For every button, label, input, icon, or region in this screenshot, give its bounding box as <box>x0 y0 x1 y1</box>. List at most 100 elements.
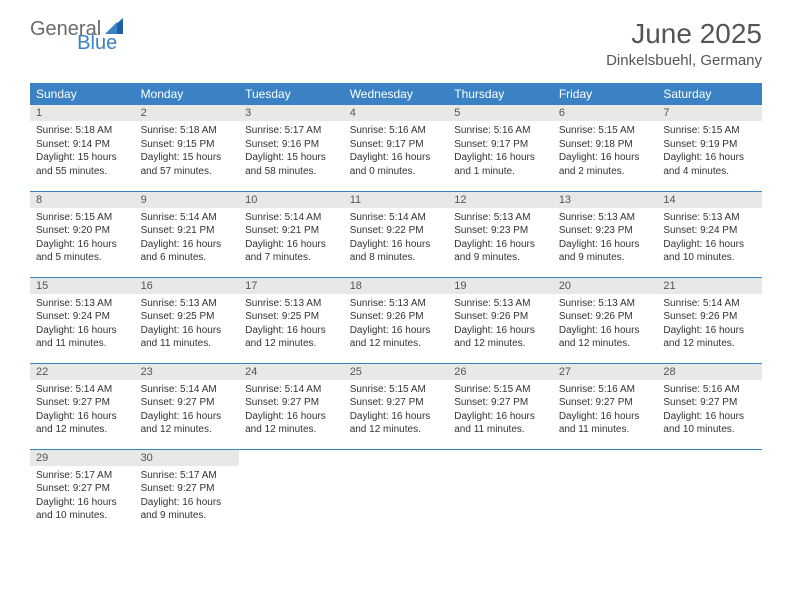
day-line-d1: Daylight: 16 hours <box>663 324 756 338</box>
day-number: 16 <box>135 278 240 294</box>
day-cell: 7Sunrise: 5:15 AMSunset: 9:19 PMDaylight… <box>657 105 762 191</box>
day-details: Sunrise: 5:15 AMSunset: 9:20 PMDaylight:… <box>30 208 135 269</box>
day-line-d1: Daylight: 16 hours <box>454 238 547 252</box>
day-line-d2: and 12 minutes. <box>36 423 129 437</box>
day-line-ss: Sunset: 9:15 PM <box>141 138 234 152</box>
day-cell: 30 Sunrise: 5:17 AMSunset: 9:27 PMDayligh… <box>135 449 240 535</box>
day-line-d1: Daylight: 15 hours <box>36 151 129 165</box>
day-number: 28 <box>657 364 762 380</box>
day-line-ss: Sunset: 9:27 PM <box>350 396 443 410</box>
day-line-sr: Sunrise: 5:15 AM <box>350 383 443 397</box>
day-line-d1: Daylight: 16 hours <box>663 238 756 252</box>
day-cell: 11Sunrise: 5:14 AMSunset: 9:22 PMDayligh… <box>344 191 449 277</box>
day-line-d2: and 11 minutes. <box>141 337 234 351</box>
day-line-ss: Sunset: 9:19 PM <box>663 138 756 152</box>
day-details: Sunrise: 5:14 AMSunset: 9:21 PMDaylight:… <box>239 208 344 269</box>
day-line-sr: Sunrise: 5:16 AM <box>454 124 547 138</box>
day-number: 22 <box>30 364 135 380</box>
day-line-d2: and 12 minutes. <box>141 423 234 437</box>
day-line-d2: and 9 minutes. <box>559 251 652 265</box>
day-line-ss: Sunset: 9:26 PM <box>559 310 652 324</box>
day-number: 24 <box>239 364 344 380</box>
day-cell: 4Sunrise: 5:16 AMSunset: 9:17 PMDaylight… <box>344 105 449 191</box>
day-header: Monday <box>135 83 240 105</box>
day-line-sr: Sunrise: 5:14 AM <box>245 211 338 225</box>
day-line-d2: and 10 minutes. <box>663 251 756 265</box>
day-line-d1: Daylight: 16 hours <box>663 151 756 165</box>
day-line-d1: Daylight: 16 hours <box>141 324 234 338</box>
day-line-ss: Sunset: 9:16 PM <box>245 138 338 152</box>
day-line-sr: Sunrise: 5:13 AM <box>454 211 547 225</box>
day-cell: 6Sunrise: 5:15 AMSunset: 9:18 PMDaylight… <box>553 105 658 191</box>
day-line-sr: Sunrise: 5:13 AM <box>36 297 129 311</box>
day-line-ss: Sunset: 9:27 PM <box>663 396 756 410</box>
day-line-d2: and 0 minutes. <box>350 165 443 179</box>
day-line-d1: Daylight: 16 hours <box>245 410 338 424</box>
day-details: Sunrise: 5:13 AMSunset: 9:26 PMDaylight:… <box>553 294 658 355</box>
day-line-d2: and 12 minutes. <box>350 337 443 351</box>
day-line-sr: Sunrise: 5:17 AM <box>141 469 234 483</box>
day-line-sr: Sunrise: 5:17 AM <box>245 124 338 138</box>
day-number: 12 <box>448 192 553 208</box>
day-line-d1: Daylight: 16 hours <box>245 238 338 252</box>
day-line-d1: Daylight: 16 hours <box>36 496 129 510</box>
day-line-sr: Sunrise: 5:13 AM <box>559 211 652 225</box>
day-cell: 28Sunrise: 5:16 AMSunset: 9:27 PMDayligh… <box>657 363 762 449</box>
day-number: 4 <box>344 105 449 121</box>
day-line-d1: Daylight: 16 hours <box>454 151 547 165</box>
day-line-d1: Daylight: 16 hours <box>141 238 234 252</box>
day-line-sr: Sunrise: 5:15 AM <box>36 211 129 225</box>
day-line-sr: Sunrise: 5:18 AM <box>141 124 234 138</box>
week-row: 1Sunrise: 5:18 AMSunset: 9:14 PMDaylight… <box>30 105 762 191</box>
day-cell: 29Sunrise: 5:17 AMSunset: 9:27 PMDayligh… <box>30 449 135 535</box>
day-line-ss: Sunset: 9:24 PM <box>663 224 756 238</box>
day-number: 30 <box>135 450 240 466</box>
day-details: Sunrise: 5:15 AMSunset: 9:18 PMDaylight:… <box>553 121 658 182</box>
day-line-d2: and 11 minutes. <box>36 337 129 351</box>
day-details: Sunrise: 5:14 AMSunset: 9:26 PMDaylight:… <box>657 294 762 355</box>
day-line-ss: Sunset: 9:27 PM <box>141 396 234 410</box>
day-line-d2: and 11 minutes. <box>454 423 547 437</box>
day-number: 15 <box>30 278 135 294</box>
day-line-ss: Sunset: 9:14 PM <box>36 138 129 152</box>
day-details: Sunrise: 5:16 AMSunset: 9:17 PMDaylight:… <box>448 121 553 182</box>
day-cell: 5Sunrise: 5:16 AMSunset: 9:17 PMDaylight… <box>448 105 553 191</box>
day-line-ss: Sunset: 9:23 PM <box>559 224 652 238</box>
day-cell: 13Sunrise: 5:13 AMSunset: 9:23 PMDayligh… <box>553 191 658 277</box>
day-details: Sunrise: 5:17 AMSunset: 9:27 PMDaylight:… <box>30 466 135 527</box>
day-cell: 20Sunrise: 5:13 AMSunset: 9:26 PMDayligh… <box>553 277 658 363</box>
day-line-ss: Sunset: 9:27 PM <box>141 482 234 496</box>
day-details: Sunrise: 5:17 AMSunset: 9:16 PMDaylight:… <box>239 121 344 182</box>
day-number: 9 <box>135 192 240 208</box>
day-number: 29 <box>30 450 135 466</box>
day-line-d2: and 6 minutes. <box>141 251 234 265</box>
day-line-ss: Sunset: 9:27 PM <box>36 482 129 496</box>
day-cell: .. <box>553 449 658 535</box>
day-cell: 17Sunrise: 5:13 AMSunset: 9:25 PMDayligh… <box>239 277 344 363</box>
day-line-sr: Sunrise: 5:13 AM <box>141 297 234 311</box>
day-cell: 8Sunrise: 5:15 AMSunset: 9:20 PMDaylight… <box>30 191 135 277</box>
day-cell: 3Sunrise: 5:17 AMSunset: 9:16 PMDaylight… <box>239 105 344 191</box>
day-details: Sunrise: 5:13 AMSunset: 9:24 PMDaylight:… <box>30 294 135 355</box>
day-cell: 19Sunrise: 5:13 AMSunset: 9:26 PMDayligh… <box>448 277 553 363</box>
day-number: 27 <box>553 364 658 380</box>
day-line-d2: and 12 minutes. <box>663 337 756 351</box>
day-line-ss: Sunset: 9:26 PM <box>454 310 547 324</box>
day-details: Sunrise: 5:13 AMSunset: 9:24 PMDaylight:… <box>657 208 762 269</box>
day-line-d1: Daylight: 16 hours <box>36 324 129 338</box>
day-line-d1: Daylight: 16 hours <box>141 496 234 510</box>
day-cell: 27Sunrise: 5:16 AMSunset: 9:27 PMDayligh… <box>553 363 658 449</box>
day-header-row: Sunday Monday Tuesday Wednesday Thursday… <box>30 83 762 105</box>
day-line-sr: Sunrise: 5:16 AM <box>663 383 756 397</box>
day-number: 26 <box>448 364 553 380</box>
day-line-d2: and 7 minutes. <box>245 251 338 265</box>
day-line-ss: Sunset: 9:27 PM <box>454 396 547 410</box>
day-line-sr: Sunrise: 5:15 AM <box>559 124 652 138</box>
day-number: 25 <box>344 364 449 380</box>
day-number: 17 <box>239 278 344 294</box>
day-cell: 12Sunrise: 5:13 AMSunset: 9:23 PMDayligh… <box>448 191 553 277</box>
day-line-d1: Daylight: 16 hours <box>350 238 443 252</box>
day-line-sr: Sunrise: 5:14 AM <box>141 383 234 397</box>
day-details: Sunrise: 5:18 AMSunset: 9:15 PMDaylight:… <box>135 121 240 182</box>
day-number: 6 <box>553 105 658 121</box>
